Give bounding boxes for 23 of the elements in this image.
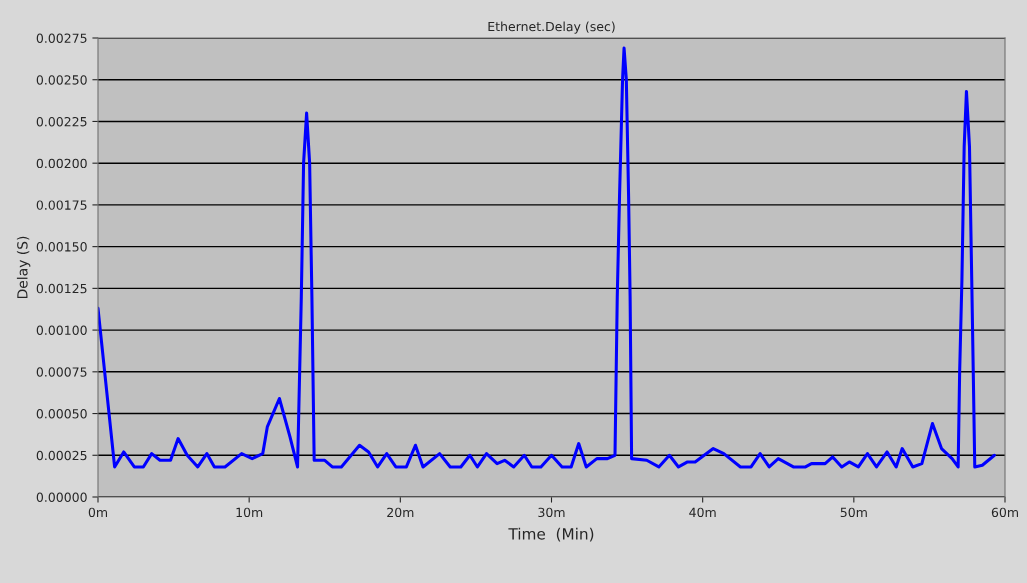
x-axis-title: Time (Min): [508, 527, 594, 542]
y-tick-label: 0.00000: [36, 492, 87, 502]
x-tick-label: 60m: [991, 507, 1018, 518]
y-tick-label: 0.00025: [36, 450, 87, 461]
y-tick-label: 0.00150: [36, 242, 87, 252]
y-tick-label: 0.00125: [36, 283, 87, 294]
chart-title: Ethernet.Delay (sec): [488, 21, 615, 34]
y-tick-label: 0.00200: [36, 158, 87, 169]
y-tick-label: 0.00050: [36, 409, 87, 419]
y-axis-title: Delay (S): [16, 236, 31, 299]
line-series: [98, 46, 996, 469]
x-tick-label: 40m: [689, 507, 716, 518]
x-tick-label: 20m: [387, 507, 414, 518]
x-tick-label: 0m: [88, 507, 107, 518]
y-tick-label: 0.00275: [36, 33, 87, 43]
y-tick-label: 0.00100: [36, 325, 87, 336]
x-tick-label: 10m: [236, 507, 263, 518]
x-tick-label: 50m: [840, 507, 867, 518]
y-tick-label: 0.00250: [36, 75, 87, 85]
y-tick-label: 0.00175: [36, 200, 87, 210]
x-tick-label: 30m: [538, 507, 565, 518]
y-tick-label: 0.00075: [36, 367, 87, 377]
y-tick-label: 0.00225: [36, 116, 87, 127]
